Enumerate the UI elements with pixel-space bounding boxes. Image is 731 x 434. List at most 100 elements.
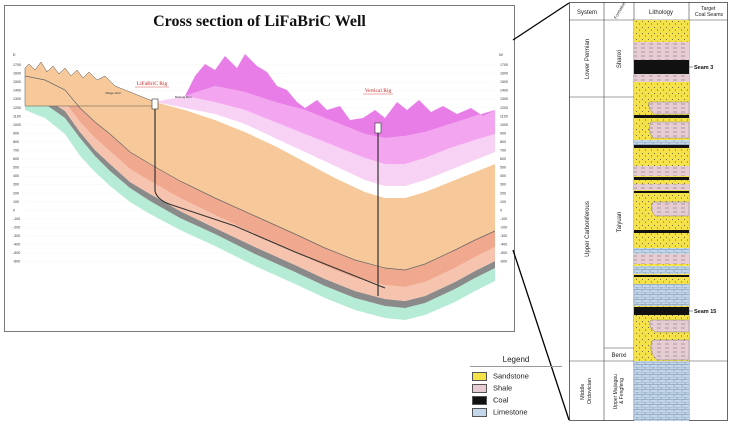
left-axis-tick-label: -400 xyxy=(13,243,20,247)
legend-title: Legend xyxy=(502,355,530,364)
stratum-upper-magenta xyxy=(185,54,495,138)
lithology-coal-2 xyxy=(634,145,689,148)
stratigraphic-column-figure: System Formation Lithology Target Coal S… xyxy=(569,2,728,421)
left-axis-tick-label: 1300 xyxy=(13,97,21,101)
left-axis-tick-label: -600 xyxy=(13,260,20,264)
stratum-mid-magenta xyxy=(185,86,495,164)
legend-label-coal: Coal xyxy=(493,395,509,405)
left-axis-tick-label: 1000 xyxy=(13,123,21,127)
legend: Legend Sandstone Shale Coal Limestone xyxy=(470,355,562,421)
legend-label-shale: Shale xyxy=(493,383,513,393)
left-axis-tick-label: 1600 xyxy=(13,72,21,76)
lithology-coal-seam-15 xyxy=(634,307,689,315)
fault-outline xyxy=(24,75,496,271)
left-axis-tick-label: -500 xyxy=(13,251,20,255)
lithology-limestone-4 xyxy=(634,284,689,306)
right-axis-tick-label: 900 xyxy=(500,131,506,135)
stratum-light-pink-band xyxy=(155,96,495,186)
lithology-limestone-3 xyxy=(634,266,689,274)
lithology-shale-wedge-4 xyxy=(649,319,690,333)
legend-item-limestone: Limestone xyxy=(472,407,528,418)
right-axis-tick-label: -600 xyxy=(500,260,507,264)
left-axis-tick-label: 0 xyxy=(13,208,15,212)
right-axis-tick-label: 1000 xyxy=(500,123,508,127)
cross-section-panel: LiFaBriC Rig Vertical Rig Village Well B… xyxy=(4,5,515,332)
formation-majiagou: Upper Majiagou & Fengfeng xyxy=(613,373,625,410)
lithology-limestone-1 xyxy=(634,140,689,145)
right-axis-tick-label: 400 xyxy=(500,174,506,178)
formation-shanxi: Shanxi xyxy=(617,50,623,68)
right-axis-tick-label: 700 xyxy=(500,149,506,153)
coal-swatch-icon xyxy=(472,395,487,405)
left-axis-tick-label: -200 xyxy=(13,225,20,229)
lithology-shale-4 xyxy=(634,254,689,264)
right-axis-tick-label: -500 xyxy=(500,251,507,255)
stratum-grey-band xyxy=(25,92,495,308)
shale-swatch-icon xyxy=(472,383,487,393)
village-label-2: Beifeng Ren xyxy=(175,95,192,99)
lithology-shale-wedge-1 xyxy=(648,101,690,115)
lithology-coal-3 xyxy=(634,177,689,180)
lithology-shale-3 xyxy=(634,184,689,190)
left-axis-tick-label: 800 xyxy=(13,140,19,144)
legend-divider xyxy=(470,366,562,367)
vertical-rig-label: Vertical Rig xyxy=(365,88,392,94)
lithology-shale-top xyxy=(634,42,689,60)
right-axis-tick-label: -100 xyxy=(500,217,507,221)
right-axis-tick-label: 1700 xyxy=(500,63,508,67)
legend-label-sandstone: Sandstone xyxy=(493,371,529,381)
legend-item-coal: Coal xyxy=(472,395,508,406)
surface-topography xyxy=(24,61,156,107)
left-axis-tick-label: 1500 xyxy=(13,80,21,84)
lifabric-lateral xyxy=(154,190,386,289)
left-axis-tick-label: 200 xyxy=(13,191,19,195)
left-axis-tick-label: 1400 xyxy=(13,89,21,93)
left-axis-tick-label: -100 xyxy=(13,217,20,221)
left-axis-tick-label: 1200 xyxy=(13,106,21,110)
cross-section-title: Cross section of LiFaBriC Well xyxy=(153,13,366,30)
legend-label-limestone: Limestone xyxy=(493,407,528,417)
system-middle-ordovician: Middle Ordovician xyxy=(580,378,593,404)
left-axis-tick-label: 1700 xyxy=(13,63,21,67)
header-target: Target Coal Seams xyxy=(695,6,724,18)
left-axis-tick-label: 500 xyxy=(13,166,19,170)
lithology-coal-seam-3 xyxy=(634,60,689,74)
right-axis-tick-label: 1500 xyxy=(500,80,508,84)
cross-section-figure: LiFaBriC Rig Vertical Rig Village Well B… xyxy=(13,54,508,320)
legend-item-shale: Shale xyxy=(472,383,512,394)
right-axis-tick-label: 100 xyxy=(500,200,506,204)
seam-3-label: Seam 3 xyxy=(694,65,713,71)
connector-top xyxy=(512,2,570,41)
limestone-swatch-icon xyxy=(472,407,487,417)
seam-15-label: Seam 15 xyxy=(694,309,716,315)
header-lithology: Lithology xyxy=(649,10,673,16)
lithology-coal-4 xyxy=(634,191,689,193)
stratum-mint-band xyxy=(25,98,495,320)
right-axis-tick-label: 1600 xyxy=(500,72,508,76)
right-axis-tick-label: 1300 xyxy=(500,97,508,101)
right-axis-tick-label: 1400 xyxy=(500,89,508,93)
system-middle-ordovician-line1: Middle xyxy=(580,384,586,400)
left-axis-tick-label: 900 xyxy=(13,131,19,135)
left-axis-tick-label: 400 xyxy=(13,174,19,178)
formation-majiagou-line2: & Fengfeng xyxy=(619,378,625,404)
lithology-coal-5 xyxy=(634,230,689,233)
lithology-limestone-base xyxy=(634,361,689,421)
left-axis-tick-label: 1100 xyxy=(13,114,21,118)
system-middle-ordovician-line2: Ordovician xyxy=(587,378,593,404)
left-depth-axis: 1700160015001400130012001100100090080070… xyxy=(13,63,21,264)
left-axis-tick-label: 100 xyxy=(13,200,19,204)
connector-bottom xyxy=(512,249,570,421)
stratum-white-band xyxy=(155,102,495,198)
system-lower-permian: Lower Permian xyxy=(585,39,591,79)
village-label-1: Village Well xyxy=(105,91,121,95)
right-axis-tick-label: 600 xyxy=(500,157,506,161)
left-axis-tick-label: 300 xyxy=(13,183,19,187)
right-axis-tick-label: 0 xyxy=(500,208,502,212)
left-axis-tick-label: 700 xyxy=(13,149,19,153)
right-axis-tick-label: 200 xyxy=(500,191,506,195)
legend-item-sandstone: Sandstone xyxy=(472,371,529,382)
lithology-shale-wedge-3 xyxy=(651,201,690,217)
header-system: System xyxy=(577,10,597,16)
lithology-limestone-2 xyxy=(634,248,689,254)
